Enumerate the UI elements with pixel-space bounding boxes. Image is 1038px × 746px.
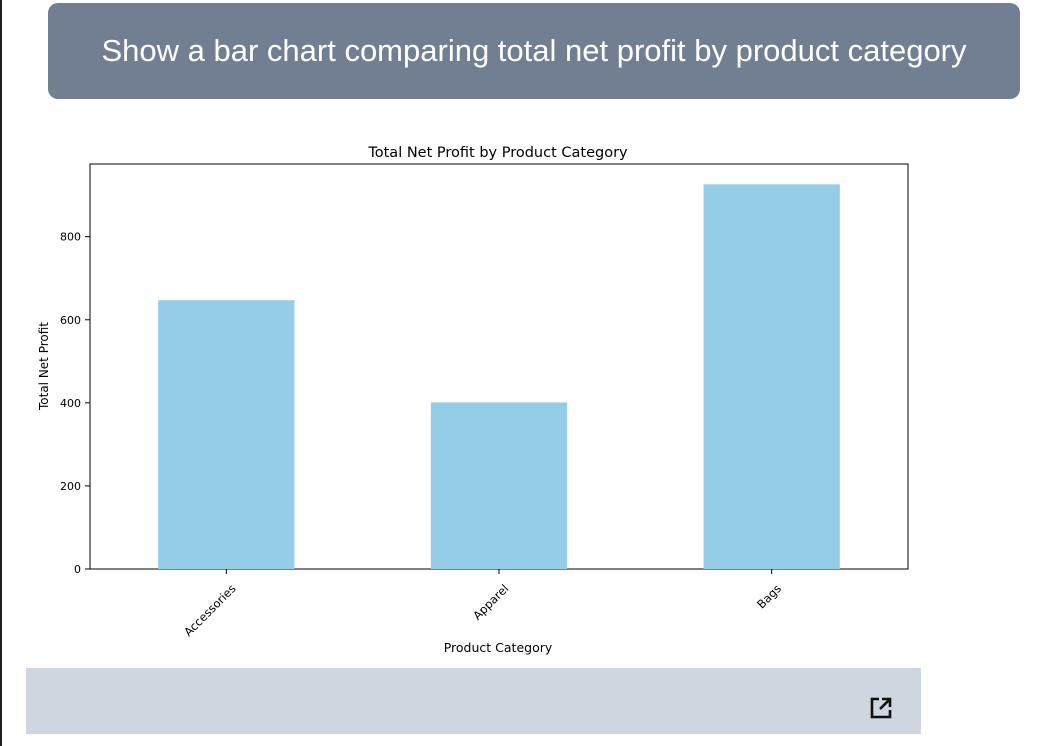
y-tick-label: 200	[60, 480, 81, 493]
bars-layer	[158, 184, 840, 569]
external-link-icon	[870, 697, 892, 719]
y-tick-label: 800	[60, 231, 81, 244]
x-tick-label: Apparel	[470, 581, 511, 622]
user-prompt-text: Show a bar chart comparing total net pro…	[101, 33, 967, 68]
window-edge	[0, 0, 2, 746]
x-tick-label: Bags	[754, 581, 784, 611]
x-axis-label: Product Category	[444, 640, 553, 655]
chart-title: Total Net Profit by Product Category	[367, 145, 628, 161]
bar-bags	[703, 184, 840, 569]
x-axis-ticks: Accessories Apparel Bags	[181, 569, 784, 639]
bar-accessories	[158, 300, 295, 569]
y-tick-label: 600	[60, 314, 81, 327]
y-axis-ticks: 0 200 400 600 800	[60, 231, 90, 576]
y-tick-label: 400	[60, 397, 81, 410]
y-axis-label: Total Net Profit	[37, 322, 51, 411]
chart-footer-bar	[26, 668, 921, 734]
bar-apparel	[430, 402, 568, 569]
bar-chart: Total Net Profit by Product Category 0 20…	[37, 145, 909, 655]
open-in-new-window-button[interactable]	[868, 695, 894, 721]
user-prompt-bubble: Show a bar chart comparing total net pro…	[48, 3, 1020, 99]
x-tick-label: Accessories	[181, 581, 239, 639]
y-tick-label: 0	[74, 563, 81, 576]
